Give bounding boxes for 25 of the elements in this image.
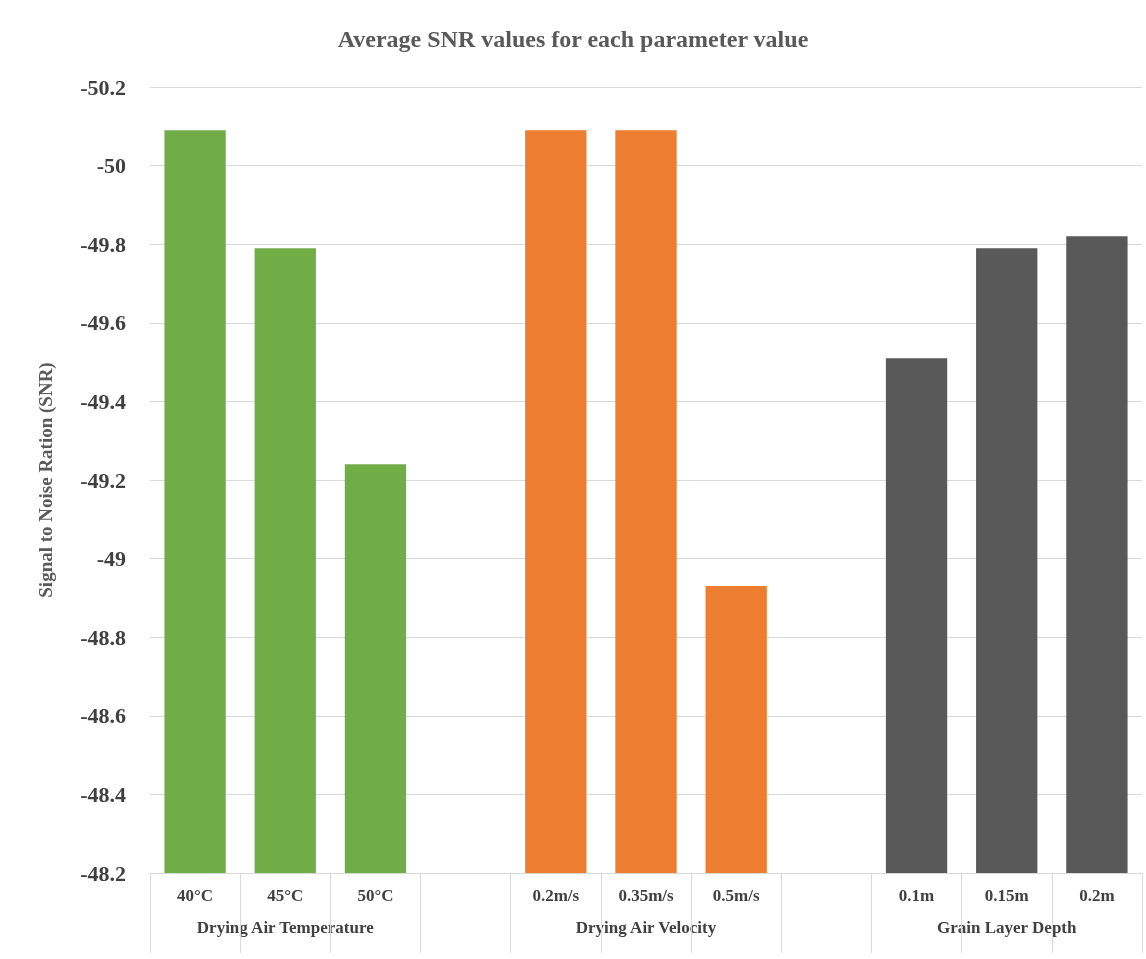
y-tick-label: -48.6 xyxy=(80,703,126,729)
x-tick-label: 50°C xyxy=(357,886,394,905)
y-axis-title: Signal to Noise Ration (SNR) xyxy=(35,362,57,598)
x-tick-label: 40°C xyxy=(177,886,214,905)
y-tick-label: -50 xyxy=(96,153,126,179)
y-tick-label: -49.6 xyxy=(80,310,126,336)
y-tick-label: -49.4 xyxy=(80,388,126,414)
x-tick-label: 0.15m xyxy=(984,886,1029,905)
y-tick-label: -49.8 xyxy=(80,231,126,257)
text: Drying Air Temperature xyxy=(196,918,375,937)
y-tick-label: -48.8 xyxy=(80,624,126,650)
y-tick-label: -50.2 xyxy=(80,74,126,100)
x-tick-label: 0.2m/s xyxy=(532,886,580,905)
chart-title: Average SNR values for each parameter value xyxy=(337,26,809,52)
text: Drying Air Velocity xyxy=(575,918,717,937)
x-tick-label: 45°C xyxy=(267,886,304,905)
x-tick-label: 0.1m xyxy=(898,886,935,905)
text: Grain Layer Depth xyxy=(936,918,1077,937)
x-tick-label: 0.35m/s xyxy=(618,886,675,905)
y-tick-label: -48.4 xyxy=(80,781,126,807)
y-tick-label: -49 xyxy=(96,546,126,572)
x-tick-label: 0.2m xyxy=(1079,886,1115,905)
y-tick-label: -49.2 xyxy=(80,467,126,493)
y-tick-label: -48.2 xyxy=(80,860,126,886)
x-tick-label: 0.5m/s xyxy=(712,886,760,905)
